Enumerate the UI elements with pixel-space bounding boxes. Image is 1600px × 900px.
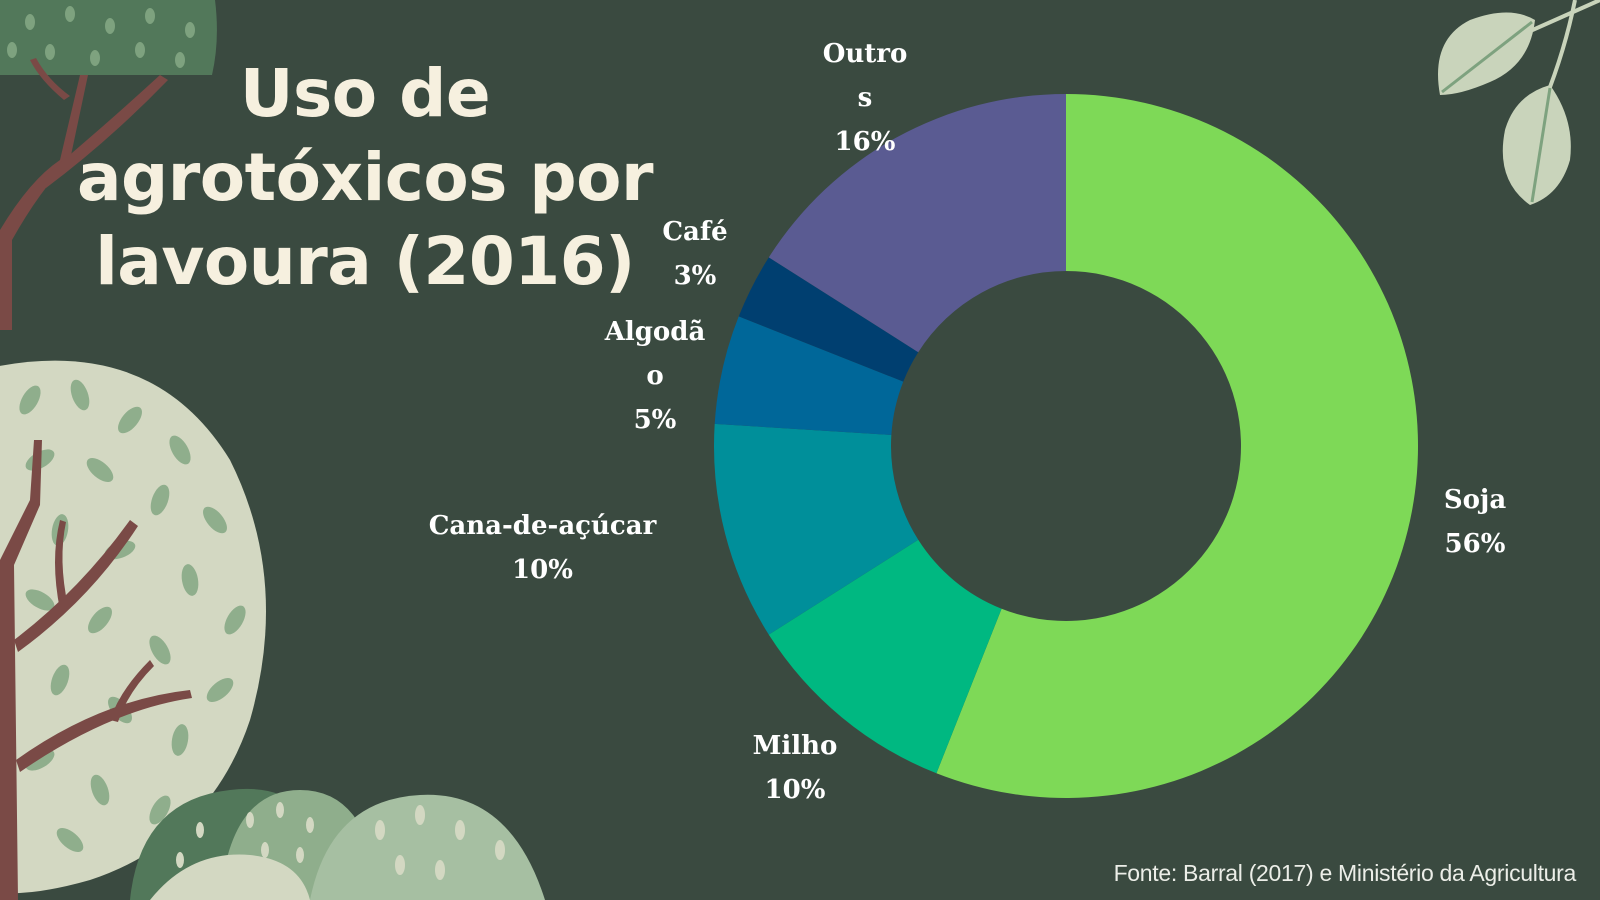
slice-café [738,257,919,382]
data-label-0: Soja 56% [1405,478,1545,566]
data-label-line: Soja [1443,485,1507,515]
left-tree-icon [0,360,266,900]
data-label-line: 10% [512,555,573,585]
data-label-3: Algodã o 5% [590,310,720,442]
data-label-line: Café [662,217,728,247]
data-label-4: Café 3% [640,210,750,298]
data-label-line: s [857,83,873,113]
top-left-tree-icon [0,0,217,330]
data-label-line: Algodã [604,317,706,347]
data-label-5: Outro s 16% [800,32,930,164]
bushes-icon [130,788,545,900]
data-label-1: Milho 10% [725,724,865,812]
page-title: Uso de agrotóxicos por lavoura (2016) [76,55,654,300]
data-label-line: o [646,361,664,391]
data-label-line: Outro [822,39,908,69]
data-label-line: 3% [673,261,717,291]
source-note: Fonte: Barral (2017) e Ministério da Agr… [1113,860,1577,886]
slice-soja [936,94,1419,799]
slice-algodão [714,316,904,436]
slice-outros [768,94,1066,353]
data-label-line: 56% [1444,529,1506,559]
data-label-2: Cana-de-açúcar 10% [400,504,685,592]
data-label-line: 5% [633,405,677,435]
data-label-line: 10% [764,775,826,805]
leaves-icon [1438,0,1600,205]
slice-cana-de-açúcar [714,423,919,635]
data-label-line: Milho [752,731,838,761]
slice-milho [768,539,1002,774]
data-label-line: Cana-de-açúcar [428,511,657,541]
data-label-line: 16% [834,127,896,157]
